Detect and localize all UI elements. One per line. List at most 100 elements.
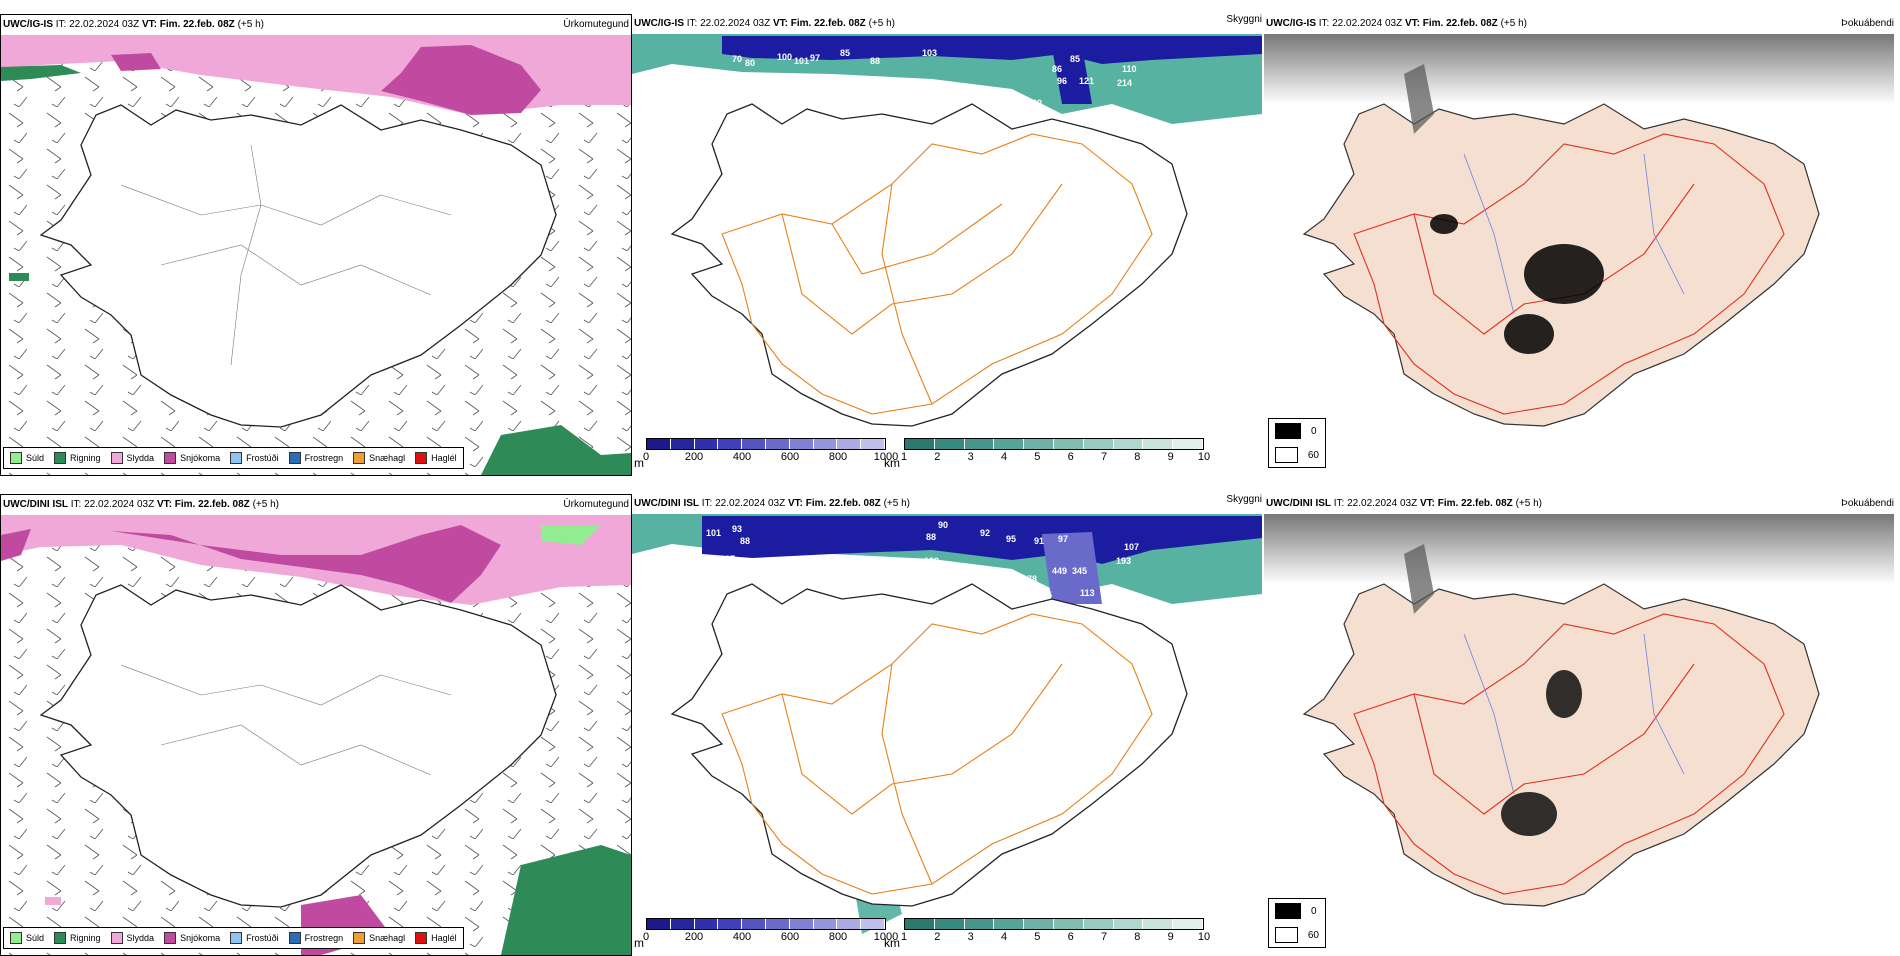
panel-title: Úrkomutegund [563, 499, 629, 510]
scale-colors-km [904, 438, 1204, 450]
scale-color-cell [1173, 919, 1203, 929]
valid-time: VT: Fim. 22.feb. 08Z [1404, 18, 1498, 29]
precip-type-legend: Súld Rigning Slydda Snjókoma Frostúði Fr… [3, 927, 464, 949]
legend-item-snow-pellets: Snæhagl [353, 452, 405, 464]
svg-text:121: 121 [1079, 76, 1094, 86]
scale-tick-label: 5 [1034, 451, 1041, 463]
scale-color-cell [718, 919, 743, 929]
scale-color-cell [964, 919, 995, 929]
panel-header: UWC/IG-IS IT: 22.02.2024 03Z VT: Fim. 22… [3, 19, 629, 33]
scale-ticks-km: 1 2 3 4 5 6 7 8 9 10 [900, 930, 1210, 944]
scale-tick-label: 1000 [873, 931, 899, 943]
scale-tick-label: 7 [1100, 451, 1108, 463]
legend-item-sleet: Slydda [110, 932, 154, 944]
scale-tick-label: 400 [732, 451, 752, 463]
visibility-scale-km: 1 2 3 4 5 6 7 8 9 10 [900, 918, 1210, 952]
scale-tick-label: 9 [1167, 451, 1174, 463]
svg-text:82: 82 [1090, 636, 1100, 646]
visibility-map: 70 80 100 101 97 85 88 103 86 85 96 121 … [632, 34, 1262, 427]
legend-item-hail: Haglél [415, 452, 457, 464]
scale-unit-km: km [884, 936, 900, 950]
svg-text:93: 93 [732, 524, 742, 534]
visibility-labels: 101 93 88 170 387 90 88 92 95 91 97 107 … [684, 520, 1139, 646]
scale-tick-label: 0 [642, 451, 650, 463]
fog-map [1264, 514, 1894, 907]
legend-item-sleet: Slydda [110, 452, 154, 464]
scale-tick-label: 4 [1000, 931, 1008, 943]
model-name: UWC/DINI ISL [1266, 498, 1331, 509]
issue-time: IT: 22.02.2024 03Z [701, 498, 786, 509]
road-network [721, 613, 1153, 895]
lead-time: (+5 h) [868, 18, 895, 29]
svg-text:387: 387 [720, 554, 735, 564]
visibility-scale-m: 0 200 400 600 800 1000 [642, 438, 898, 472]
scale-color-cell [905, 919, 935, 929]
scale-tick-label: 200 [684, 451, 704, 463]
model-name: UWC/IG-IS [1266, 18, 1316, 29]
scale-color-cell [905, 439, 935, 449]
fog-legend: 0 60 [1268, 418, 1326, 468]
scale-color-cell [670, 919, 695, 929]
scale-color-cell [647, 439, 671, 449]
scale-tick-label: 6 [1067, 451, 1074, 463]
scale-color-cell [789, 919, 814, 929]
panel-header: UWC/DINI ISL IT: 22.02.2024 03Z VT: Fim.… [634, 494, 1262, 512]
svg-text:88: 88 [870, 56, 880, 66]
svg-text:74: 74 [1038, 604, 1048, 614]
visibility-scale-m: 0 200 400 600 800 1000 [642, 918, 898, 952]
scale-color-cell [994, 919, 1025, 929]
scale-tick-label: 0 [642, 931, 650, 943]
scale-tick-label: 2 [934, 451, 941, 463]
scale-color-cell [694, 439, 719, 449]
svg-text:160: 160 [1027, 98, 1042, 108]
svg-text:90: 90 [938, 520, 948, 530]
visibility-labels: 70 80 100 101 97 85 88 103 86 85 96 121 … [732, 48, 1137, 108]
scale-tick-label: 2 [934, 931, 941, 943]
svg-text:86: 86 [1052, 64, 1062, 74]
panel-title: Þokuábendi [1841, 498, 1894, 509]
precip-panel-1: UWC/IG-IS IT: 22.02.2024 03Z VT: Fim. 22… [0, 14, 632, 476]
model-name: UWC/IG-IS [3, 19, 53, 30]
scale-color-cell [1113, 439, 1144, 449]
svg-text:110: 110 [1122, 64, 1137, 74]
lead-time: (+5 h) [252, 499, 279, 510]
fog-legend: 0 60 [1268, 898, 1326, 948]
issue-time: IT: 22.02.2024 03Z [55, 19, 140, 30]
svg-text:97: 97 [810, 53, 820, 63]
model-name: UWC/DINI ISL [3, 499, 68, 510]
fog-map [1264, 34, 1894, 427]
svg-text:95: 95 [1042, 590, 1052, 600]
panel-header: UWC/DINI ISL IT: 22.02.2024 03Z VT: Fim.… [3, 499, 629, 513]
scale-color-cell [1024, 919, 1054, 929]
scale-color-cell [1083, 439, 1114, 449]
scale-tick-label: 600 [780, 931, 800, 943]
legend-item-rain: Rigning [54, 932, 101, 944]
scale-color-cell [1113, 919, 1144, 929]
scale-colors-m [646, 438, 886, 450]
scale-color-cell [718, 439, 743, 449]
panel-title: Þokuábendi [1841, 18, 1894, 29]
scale-tick-label: 10 [1197, 931, 1211, 943]
scale-tick-label: 1 [900, 451, 908, 463]
scale-color-cell [1083, 919, 1114, 929]
scale-tick-label: 7 [1100, 931, 1108, 943]
svg-text:301: 301 [1024, 592, 1039, 602]
visibility-panel-2: UWC/DINI ISL IT: 22.02.2024 03Z VT: Fim.… [632, 494, 1264, 956]
scale-color-cell [1053, 439, 1084, 449]
svg-text:96: 96 [1057, 76, 1067, 86]
scale-color-cell [934, 919, 965, 929]
scale-color-cell [1024, 439, 1054, 449]
precip-map [1, 515, 631, 955]
scale-tick-label: 5 [1034, 931, 1041, 943]
scale-tick-label: 1 [900, 931, 908, 943]
scale-tick-label: 3 [967, 931, 974, 943]
scale-tick-label: 9 [1167, 931, 1174, 943]
scale-ticks-km: 1 2 3 4 5 6 7 8 9 10 [900, 450, 1210, 464]
scale-color-cell [837, 439, 862, 449]
panel-title: Úrkomutegund [563, 19, 629, 30]
panel-header: UWC/DINI ISL IT: 22.02.2024 03Z VT: Fim.… [1266, 498, 1894, 512]
svg-text:91: 91 [1034, 536, 1044, 546]
scale-tick-label: 400 [732, 931, 752, 943]
svg-text:402: 402 [970, 576, 985, 586]
scale-tick-label: 800 [828, 451, 848, 463]
